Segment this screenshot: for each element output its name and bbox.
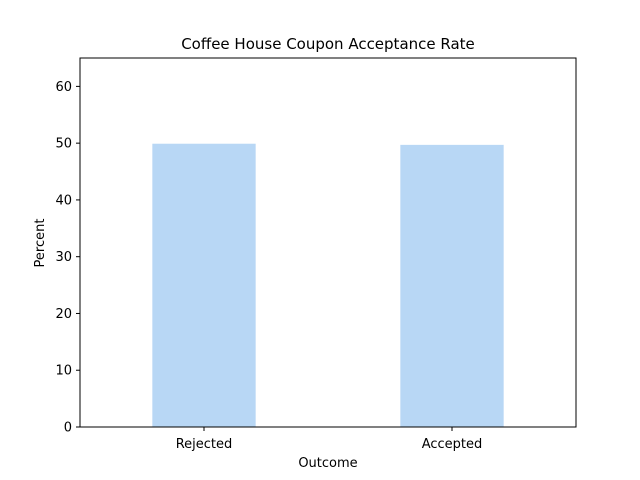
y-tick-label: 20: [55, 307, 72, 322]
chart-title: Coffee House Coupon Acceptance Rate: [181, 35, 475, 53]
y-tick-label: 40: [55, 193, 72, 208]
y-tick-label: 0: [64, 421, 72, 436]
bar-rejected: [152, 143, 256, 427]
bars-group: [152, 143, 504, 427]
y-tick-label: 50: [55, 137, 72, 152]
x-tick-label: Accepted: [422, 437, 483, 452]
y-axis: 0 10 20 30 40 50 60: [55, 80, 80, 436]
x-tick-label: Rejected: [176, 437, 233, 452]
plot-frame: [79, 57, 577, 428]
y-tick-label: 30: [55, 250, 72, 265]
x-axis-label: Outcome: [298, 456, 357, 471]
y-tick-label: 60: [55, 80, 72, 95]
y-axis-label: Percent: [33, 219, 48, 268]
y-tick-label: 10: [55, 364, 72, 379]
bar-accepted: [400, 144, 504, 427]
x-axis: Rejected Accepted: [176, 427, 483, 452]
